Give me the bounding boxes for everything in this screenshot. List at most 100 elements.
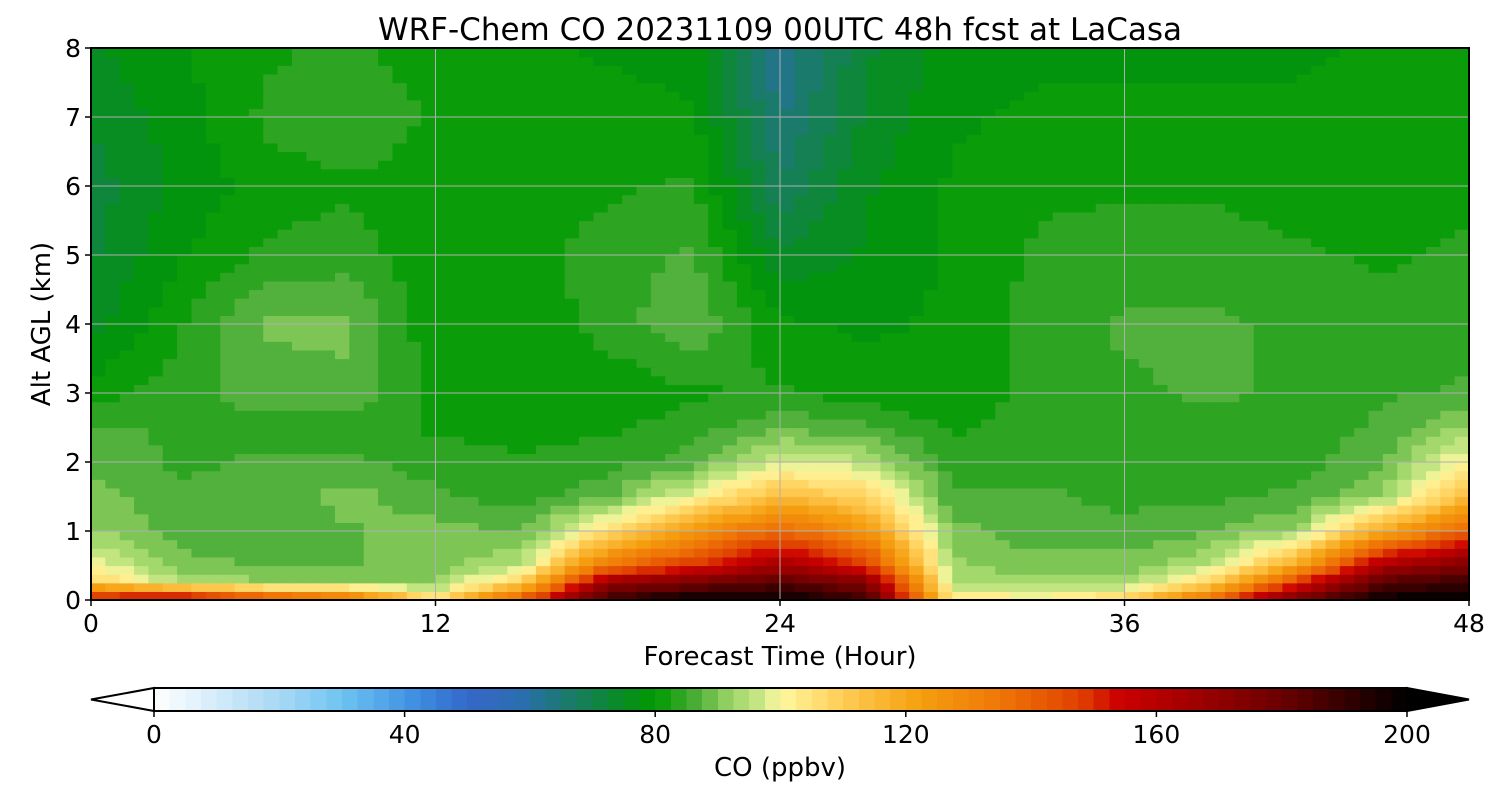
co-field-cell bbox=[105, 539, 121, 549]
co-field-cell bbox=[148, 462, 164, 472]
co-field-cell bbox=[1382, 487, 1398, 498]
co-field-cell bbox=[1397, 591, 1413, 600]
co-field-cell bbox=[248, 194, 264, 204]
co-field-cell bbox=[765, 246, 781, 256]
co-field-cell bbox=[966, 341, 982, 351]
co-field-cell bbox=[1224, 565, 1240, 575]
co-field-cell bbox=[1325, 453, 1341, 463]
co-field-cell bbox=[564, 591, 580, 600]
co-field-cell bbox=[1454, 418, 1469, 429]
co-field-cell bbox=[1067, 177, 1083, 187]
co-field-cell bbox=[923, 393, 939, 403]
co-field-cell bbox=[335, 168, 350, 178]
co-field-cell bbox=[1440, 349, 1456, 360]
co-field-cell bbox=[851, 341, 867, 351]
co-field-cell bbox=[607, 574, 623, 584]
co-field-cell bbox=[894, 582, 910, 592]
co-field-cell bbox=[808, 194, 824, 204]
co-field-cell bbox=[91, 289, 106, 299]
co-field-cell bbox=[579, 220, 594, 230]
co-field-cell bbox=[894, 565, 910, 575]
co-field-cell bbox=[277, 462, 293, 472]
co-field-cell bbox=[665, 332, 681, 342]
co-field-cell bbox=[866, 393, 882, 403]
co-field-cell bbox=[579, 479, 594, 489]
co-field-cell bbox=[91, 556, 106, 567]
co-field-cell bbox=[1009, 186, 1025, 196]
co-field-cell bbox=[464, 410, 480, 420]
co-field-cell bbox=[1296, 220, 1312, 230]
co-field-cell bbox=[263, 177, 279, 187]
co-field-cell bbox=[622, 194, 638, 204]
co-field-cell bbox=[1325, 565, 1341, 575]
co-field-cell bbox=[1397, 349, 1413, 360]
co-field-cell bbox=[937, 237, 953, 247]
co-field-cell bbox=[134, 229, 150, 239]
co-field-cell bbox=[1081, 229, 1097, 239]
co-field-cell bbox=[736, 582, 752, 592]
co-field-cell bbox=[306, 367, 322, 377]
co-field-cell bbox=[708, 358, 724, 368]
co-field-cell bbox=[1009, 229, 1025, 239]
co-field-cell bbox=[1296, 211, 1312, 222]
co-field-cell bbox=[162, 531, 178, 541]
co-field-cell bbox=[650, 349, 666, 360]
co-field-cell bbox=[535, 255, 551, 265]
co-field-cell bbox=[220, 462, 236, 472]
co-field-cell bbox=[1024, 246, 1039, 256]
co-field-cell bbox=[765, 513, 781, 523]
co-field-cell bbox=[550, 349, 566, 360]
co-field-cell bbox=[449, 237, 465, 247]
co-field-cell bbox=[1038, 418, 1054, 429]
co-field-cell bbox=[966, 203, 982, 213]
co-field-cell bbox=[320, 384, 336, 394]
co-field-cell bbox=[937, 444, 953, 454]
co-field-cell bbox=[1067, 280, 1083, 291]
co-field-cell bbox=[263, 513, 279, 523]
co-field-cell bbox=[220, 186, 236, 196]
co-field-cell bbox=[220, 582, 236, 592]
co-field-cell bbox=[564, 513, 580, 523]
co-field-cell bbox=[1239, 505, 1255, 515]
co-field-cell bbox=[91, 531, 106, 541]
co-field-cell bbox=[177, 574, 193, 584]
co-field-cell bbox=[995, 496, 1011, 506]
co-field-cell bbox=[823, 280, 839, 291]
co-field-cell bbox=[1052, 591, 1068, 600]
co-field-cell bbox=[909, 556, 925, 567]
co-field-cell bbox=[1095, 522, 1111, 532]
co-field-cell bbox=[1181, 418, 1197, 429]
co-field-cell bbox=[406, 556, 422, 567]
co-field-cell bbox=[263, 548, 279, 558]
co-field-cell bbox=[966, 160, 982, 170]
co-field-cell bbox=[593, 168, 609, 178]
co-field-cell bbox=[693, 246, 709, 256]
co-field-cell bbox=[765, 496, 781, 506]
co-field-cell bbox=[1196, 427, 1212, 437]
co-field-cell bbox=[1024, 574, 1039, 584]
co-field-cell bbox=[263, 186, 279, 196]
co-field-cell bbox=[751, 410, 767, 420]
co-field-cell bbox=[478, 444, 494, 454]
co-field-cell bbox=[1354, 548, 1370, 558]
co-field-cell bbox=[435, 151, 451, 161]
co-field-cell bbox=[1095, 436, 1111, 446]
co-field-cell bbox=[923, 436, 939, 446]
co-field-cell bbox=[1440, 367, 1456, 377]
co-field-cell bbox=[650, 487, 666, 498]
co-field-cell bbox=[722, 229, 738, 239]
co-field-cell bbox=[1138, 496, 1154, 506]
co-field-cell bbox=[894, 479, 910, 489]
co-field-cell bbox=[220, 177, 236, 187]
co-field-cell bbox=[808, 237, 824, 247]
co-field-cell bbox=[722, 237, 738, 247]
co-field-cell bbox=[995, 358, 1011, 368]
co-field-cell bbox=[1296, 591, 1312, 600]
co-field-cell bbox=[1425, 177, 1441, 187]
co-field-cell bbox=[306, 160, 322, 170]
co-field-cell bbox=[1239, 246, 1255, 256]
co-field-cell bbox=[909, 341, 925, 351]
co-field-cell bbox=[177, 401, 193, 411]
co-field-cell bbox=[665, 384, 681, 394]
co-field-cell bbox=[335, 341, 350, 351]
